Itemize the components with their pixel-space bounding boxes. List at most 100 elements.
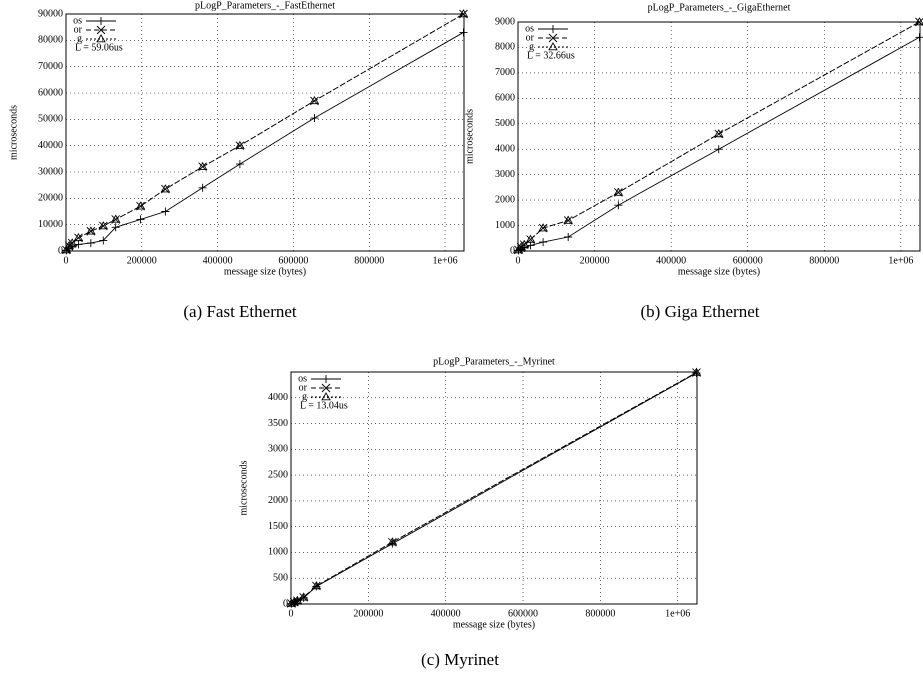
marker (713, 129, 724, 138)
y-tick-label: 40000 (38, 140, 63, 151)
legend-label: os (298, 373, 307, 384)
legend-marker (322, 375, 330, 383)
caption: (c) Myrinet (421, 650, 499, 669)
x-tick-label: 0 (64, 255, 69, 266)
legend-label: or (299, 382, 308, 393)
marker (714, 145, 723, 154)
marker (136, 215, 145, 224)
y-tick-label: 3000 (268, 444, 288, 455)
y-axis-label: microseconds (238, 460, 249, 515)
annotation: L = 13.04us (300, 400, 348, 411)
marker (538, 223, 548, 232)
y-tick-label: 5000 (495, 118, 515, 129)
marker (160, 184, 171, 193)
x-tick-label: 200000 (580, 255, 610, 266)
marker (564, 233, 573, 242)
series-line (518, 21, 920, 251)
chart-title: pLogP_Parameters_-_GigaEthernet (648, 2, 791, 13)
x-tick-label: 400000 (203, 255, 233, 266)
marker (235, 140, 245, 149)
legend-marker (97, 17, 105, 25)
marker (387, 537, 398, 546)
marker (914, 17, 923, 26)
marker (513, 245, 524, 254)
y-tick-label: 90000 (38, 8, 63, 19)
y-tick-label: 7000 (495, 67, 515, 78)
series-line (518, 21, 920, 251)
legend-marker (549, 25, 557, 33)
x-tick-label: 200000 (353, 608, 383, 619)
marker (915, 33, 923, 42)
y-tick-label: 0 (283, 598, 288, 609)
marker (298, 592, 309, 601)
series-line (291, 372, 697, 604)
x-axis-label: message size (bytes) (224, 266, 306, 277)
marker (235, 160, 244, 169)
legend-label: os (525, 23, 534, 34)
y-axis-label: microseconds (8, 105, 19, 160)
y-tick-label: 30000 (38, 166, 63, 177)
series-line (66, 32, 464, 251)
legend-label: g (77, 33, 82, 44)
marker (99, 236, 108, 245)
x-tick-label: 200000 (127, 255, 157, 266)
marker (311, 581, 322, 590)
y-tick-label: 4000 (495, 144, 515, 155)
marker (613, 187, 624, 196)
y-tick-label: 6000 (495, 93, 515, 104)
chart-title: pLogP_Parameters_-_Myrinet (433, 356, 555, 367)
x-tick-label: 800000 (354, 255, 384, 266)
y-tick-label: 3500 (268, 418, 288, 429)
legend-label: g (529, 41, 534, 52)
legend-marker (96, 34, 106, 43)
x-tick-label: 800000 (585, 608, 615, 619)
y-tick-label: 20000 (38, 193, 63, 204)
legend-marker (548, 42, 558, 51)
marker (197, 161, 208, 170)
annotation: L = 59.06us (75, 42, 123, 53)
plot-frame (517, 21, 921, 252)
marker (289, 597, 299, 606)
y-tick-label: 0 (510, 245, 515, 256)
y-tick-label: 2500 (268, 469, 288, 480)
y-tick-label: 0 (58, 245, 63, 256)
marker (86, 226, 96, 235)
marker (563, 215, 573, 224)
x-axis-label: message size (bytes) (678, 266, 760, 277)
legend-marker (321, 383, 331, 393)
x-tick-label: 600000 (508, 608, 538, 619)
marker (309, 96, 320, 105)
x-tick-label: 800000 (809, 255, 839, 266)
marker (86, 239, 95, 248)
marker (67, 238, 77, 247)
marker (516, 242, 526, 251)
y-axis-label: microseconds (464, 109, 475, 164)
series-line (66, 13, 464, 251)
x-tick-label: 400000 (431, 608, 461, 619)
y-tick-label: 500 (273, 573, 288, 584)
legend-label: or (526, 32, 535, 43)
y-tick-label: 9000 (495, 16, 515, 27)
series-line (291, 372, 697, 605)
y-tick-label: 2000 (268, 495, 288, 506)
marker (310, 114, 319, 123)
marker (458, 9, 469, 18)
caption: (a) Fast Ethernet (183, 302, 297, 321)
legend-marker (548, 33, 558, 43)
caption: (b) Giga Ethernet (641, 302, 760, 321)
legend-marker (96, 25, 106, 35)
x-tick-label: 1e+06 (665, 608, 690, 619)
x-tick-label: 400000 (656, 255, 686, 266)
x-tick-label: 0 (516, 255, 521, 266)
marker (691, 367, 702, 376)
marker (539, 238, 548, 247)
y-tick-label: 1000 (495, 220, 515, 231)
y-tick-label: 50000 (38, 114, 63, 125)
chart-title: pLogP_Parameters_-_FastEthernet (195, 0, 335, 11)
legend-label: or (74, 24, 83, 35)
marker (525, 234, 536, 243)
y-tick-label: 2000 (495, 194, 515, 205)
x-axis-label: message size (bytes) (453, 619, 535, 630)
y-tick-label: 4000 (268, 392, 288, 403)
